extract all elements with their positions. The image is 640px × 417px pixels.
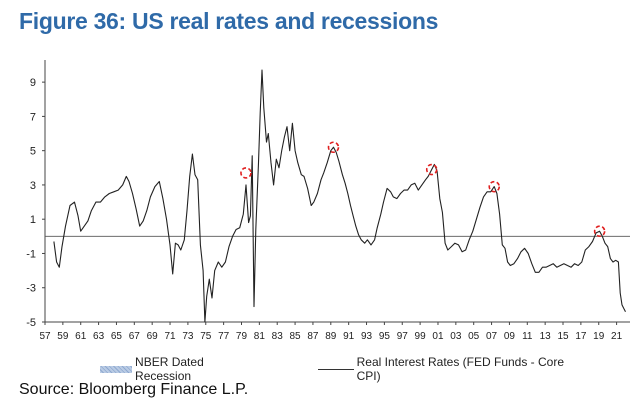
y-tick-label: 3 xyxy=(30,180,36,192)
x-tick-label: 03 xyxy=(450,331,462,342)
x-tick-label: 93 xyxy=(361,331,373,342)
x-tick-label: 69 xyxy=(147,331,159,342)
x-tick-label: 59 xyxy=(57,331,69,342)
x-tick-label: 79 xyxy=(236,331,248,342)
y-tick-label: 9 xyxy=(30,77,36,89)
x-tick-label: 19 xyxy=(593,331,605,342)
recession-swatch-icon xyxy=(100,365,133,373)
x-tick-label: 05 xyxy=(468,331,480,342)
y-tick-label: -3 xyxy=(26,283,36,295)
y-tick-label: 1 xyxy=(30,214,36,226)
x-tick-label: 11 xyxy=(522,331,533,342)
x-tick-label: 01 xyxy=(432,331,444,342)
legend-item-real-rates: Real Interest Rates (FED Funds - Core CP… xyxy=(317,355,578,383)
y-tick-label: -5 xyxy=(26,317,36,329)
x-tick-label: 83 xyxy=(272,331,284,342)
x-tick-label: 75 xyxy=(200,331,212,342)
y-tick-label: -1 xyxy=(26,248,36,260)
x-tick-label: 09 xyxy=(504,331,516,342)
chart-legend: NBER Dated Recession Real Interest Rates… xyxy=(100,355,640,383)
y-tick-label: 5 xyxy=(30,146,36,158)
x-tick-label: 81 xyxy=(254,331,266,342)
legend-item-recession: NBER Dated Recession xyxy=(100,355,256,383)
x-tick-label: 97 xyxy=(397,331,409,342)
x-tick-label: 95 xyxy=(379,331,391,342)
legend-label-real-rates: Real Interest Rates (FED Funds - Core CP… xyxy=(356,355,565,383)
x-tick-label: 77 xyxy=(218,331,230,342)
x-tick-label: 17 xyxy=(575,331,587,342)
line-swatch-icon xyxy=(317,368,354,370)
source-note: Source: Bloomberg Finance L.P. xyxy=(19,381,249,398)
x-tick-label: 21 xyxy=(611,331,623,342)
peak-marker xyxy=(425,163,438,176)
x-tick-label: 89 xyxy=(325,331,337,342)
legend-label-recession: NBER Dated Recession xyxy=(135,355,204,383)
x-tick-label: 71 xyxy=(164,331,176,342)
x-tick-label: 67 xyxy=(129,331,141,342)
x-tick-label: 13 xyxy=(540,331,552,342)
x-tick-label: 15 xyxy=(557,331,569,342)
peak-marker xyxy=(488,180,501,193)
peak-marker xyxy=(593,225,606,237)
series-line-real-rates xyxy=(53,69,626,323)
peak-marker xyxy=(327,141,340,154)
x-tick-label: 57 xyxy=(39,331,51,342)
x-tick-label: 85 xyxy=(290,331,302,342)
x-tick-label: 73 xyxy=(182,331,194,342)
x-tick-label: 61 xyxy=(75,331,87,342)
y-tick-label: 7 xyxy=(30,111,36,123)
peak-marker xyxy=(240,167,252,179)
x-tick-label: 65 xyxy=(111,331,123,342)
x-tick-label: 91 xyxy=(343,331,355,342)
x-tick-label: 63 xyxy=(93,331,105,342)
x-tick-label: 07 xyxy=(486,331,498,342)
figure-title: Figure 36: US real rates and recessions xyxy=(19,8,439,34)
x-tick-label: 87 xyxy=(307,331,319,342)
x-tick-label: 99 xyxy=(415,331,427,342)
